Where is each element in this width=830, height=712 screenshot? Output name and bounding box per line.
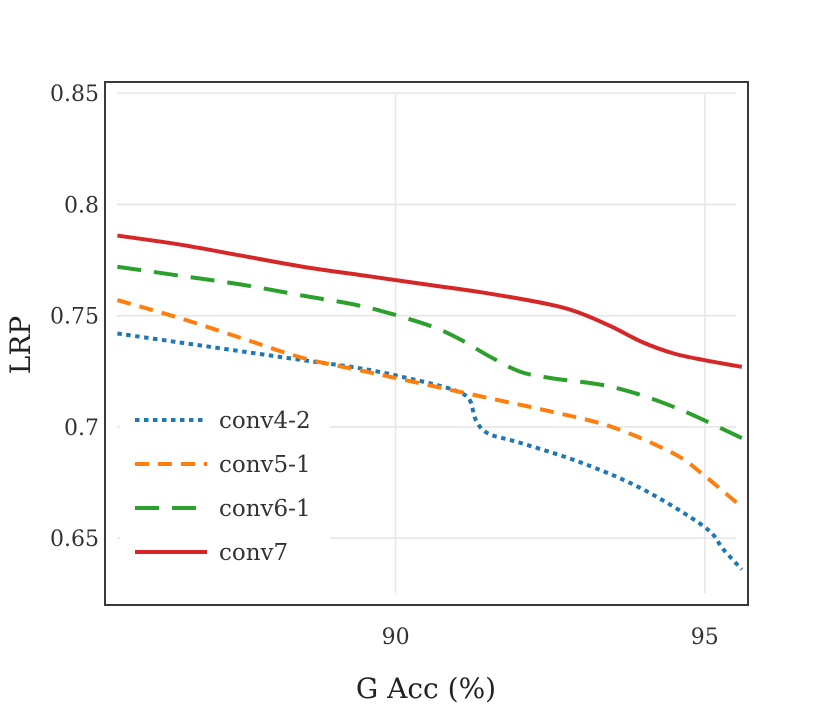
- legend-label: conv7: [219, 540, 288, 566]
- series-line-conv6-1: [117, 264, 743, 440]
- legend-label: conv4-2: [219, 408, 311, 434]
- legend-label: conv6-1: [219, 496, 311, 522]
- y-axis-title: LRP: [4, 316, 37, 375]
- x-tick-label: 90: [382, 625, 410, 650]
- tick-labels: 0.65 0.7 0.75 0.8 0.85 90 95: [50, 82, 719, 650]
- x-tick-label: 95: [691, 625, 719, 650]
- series-line-conv7: [117, 233, 743, 369]
- legend: conv4-2 conv5-1 conv6-1 conv7: [120, 392, 330, 582]
- series-line-conv5-1: [116, 298, 744, 509]
- y-tick-label: 0.65: [50, 527, 99, 552]
- legend-label: conv5-1: [219, 452, 311, 478]
- series-lines: [116, 233, 744, 571]
- y-tick-label: 0.7: [64, 416, 99, 441]
- y-tick-label: 0.85: [50, 82, 99, 107]
- y-tick-label: 0.75: [50, 305, 99, 330]
- y-tick-label: 0.8: [64, 193, 99, 218]
- x-axis-title: G Acc (%): [356, 672, 496, 705]
- series-line-conv4-2: [117, 331, 744, 571]
- plot-frame: [104, 81, 749, 606]
